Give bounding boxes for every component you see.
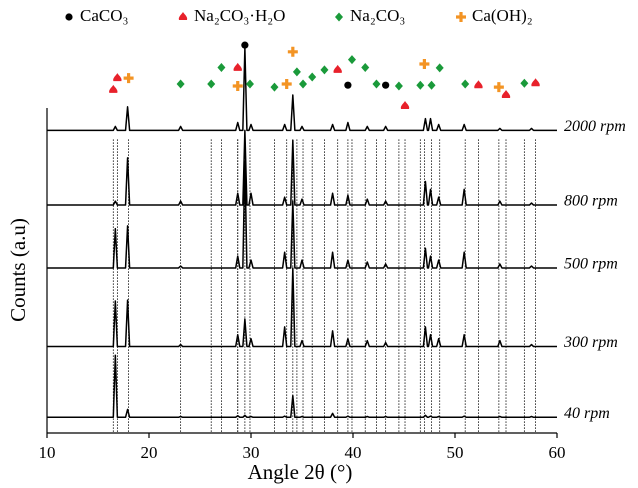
series-label: 40 rpm xyxy=(564,405,610,422)
phase-marker xyxy=(501,90,511,99)
phase-marker xyxy=(435,63,444,73)
legend-symbol xyxy=(65,13,73,21)
legend-label: Ca(OH)₂ xyxy=(472,6,533,25)
phase-marker xyxy=(382,81,390,89)
legend-label: Na₂CO₃·H₂O xyxy=(194,6,285,25)
phase-marker xyxy=(344,81,352,89)
spectrum-line xyxy=(47,267,557,348)
phase-marker xyxy=(308,72,317,82)
phase-marker xyxy=(493,82,504,93)
phase-marker xyxy=(361,63,370,73)
phase-marker xyxy=(176,79,185,89)
spectrum-line xyxy=(47,129,557,206)
x-axis-label: Angle 2θ (°) xyxy=(248,460,353,484)
phase-marker xyxy=(232,80,243,91)
phase-marker xyxy=(109,84,118,93)
spectrum-line xyxy=(47,47,557,132)
x-tick-label: 60 xyxy=(549,443,566,462)
phase-marker xyxy=(241,41,249,49)
phase-marker xyxy=(372,79,381,89)
phase-marker xyxy=(292,67,301,77)
spectrum-line xyxy=(47,354,557,419)
legend-symbol xyxy=(335,12,343,22)
x-tick-label: 20 xyxy=(141,443,158,462)
phase-marker xyxy=(427,80,436,90)
phase-marker xyxy=(461,79,470,89)
phase-marker xyxy=(113,73,122,82)
phase-marker xyxy=(531,78,540,87)
phase-marker xyxy=(347,55,356,65)
legend-symbol xyxy=(178,12,188,20)
x-tick-label: 10 xyxy=(39,443,56,462)
spectrum-line xyxy=(47,161,557,269)
phase-marker xyxy=(394,81,403,91)
legend-symbol xyxy=(456,12,466,22)
phase-marker xyxy=(333,64,342,73)
series-label: 300 rpm xyxy=(563,334,618,351)
phase-marker xyxy=(287,46,298,57)
phase-marker xyxy=(299,79,308,89)
phase-marker xyxy=(245,79,254,89)
x-tick-label: 40 xyxy=(345,443,362,462)
series-label: 800 rpm xyxy=(564,193,618,210)
phase-marker xyxy=(419,58,430,69)
phase-marker xyxy=(281,79,292,90)
phase-marker xyxy=(474,80,483,89)
phase-marker xyxy=(520,78,529,88)
legend-label: CaCO₃ xyxy=(80,6,129,25)
phase-marker xyxy=(233,62,242,71)
phase-marker xyxy=(123,73,134,84)
phase-marker xyxy=(207,79,216,89)
y-axis-label: Counts (a.u) xyxy=(6,218,30,322)
phase-marker xyxy=(217,63,226,73)
phase-marker xyxy=(400,101,410,110)
x-tick-label: 30 xyxy=(243,443,260,462)
series-label: 2000 rpm xyxy=(564,118,626,135)
phase-marker xyxy=(270,82,279,92)
phase-marker xyxy=(320,65,329,75)
x-tick-label: 50 xyxy=(447,443,464,462)
phase-marker xyxy=(416,80,425,90)
legend-label: Na₂CO₃ xyxy=(350,6,405,25)
series-label: 500 rpm xyxy=(564,256,618,273)
